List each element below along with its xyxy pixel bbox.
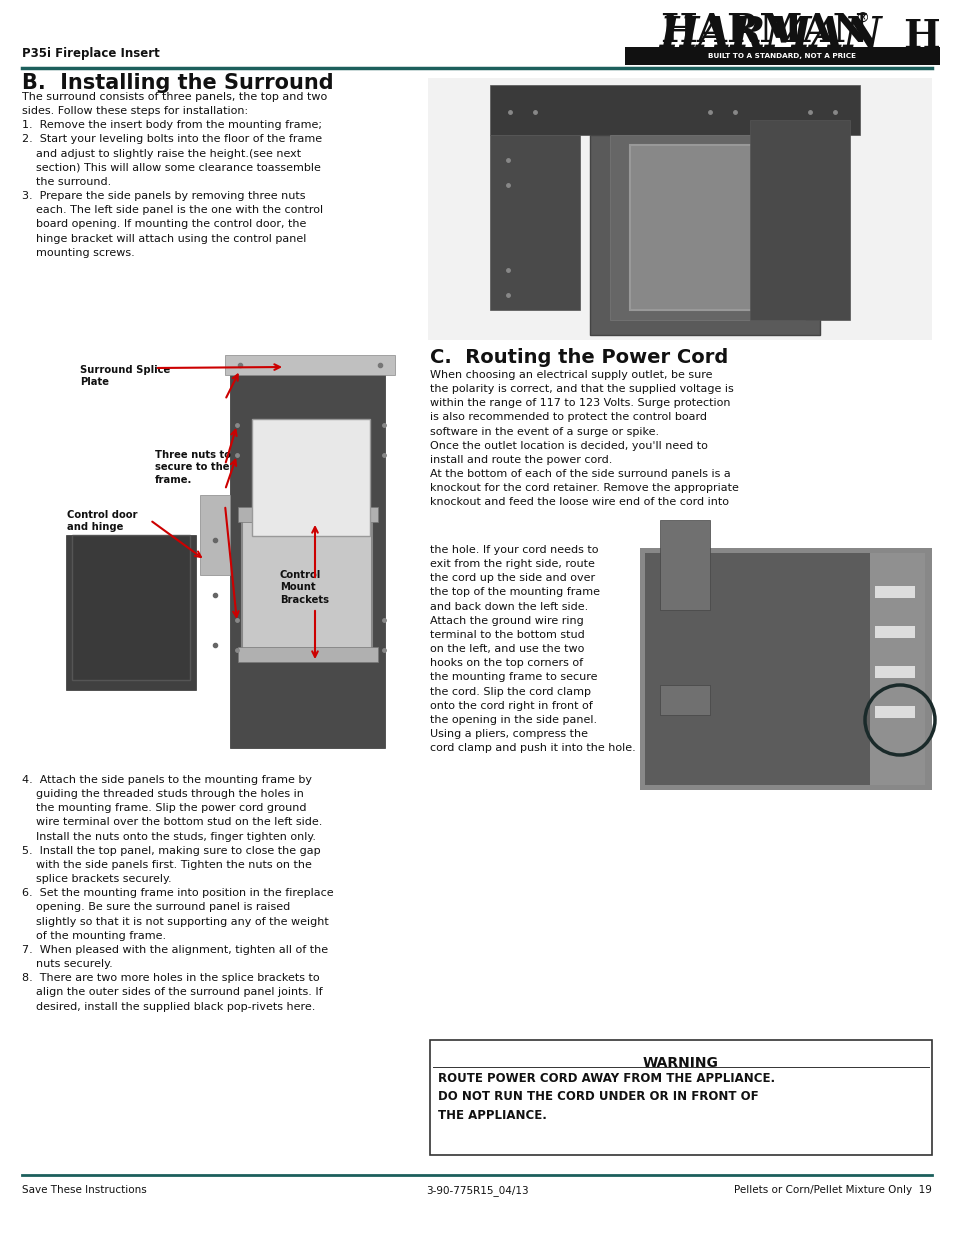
Text: HARMAN: HARMAN (659, 12, 867, 49)
Text: 4.  Attach the side panels to the mounting frame by
    guiding the threaded stu: 4. Attach the side panels to the mountin… (22, 776, 334, 1011)
Bar (609, 135, 804, 320)
Text: Control
Mount
Brackets: Control Mount Brackets (280, 571, 329, 605)
Text: C.  Routing the Power Cord: C. Routing the Power Cord (430, 348, 727, 367)
Bar (225, 354, 395, 375)
Bar (874, 585, 914, 598)
Text: H: H (902, 19, 939, 56)
Bar (237, 647, 377, 662)
Text: ROUTE POWER CORD AWAY FROM THE APPLIANCE.
DO NOT RUN THE CORD UNDER OR IN FRONT : ROUTE POWER CORD AWAY FROM THE APPLIANCE… (437, 1072, 774, 1123)
Bar (428, 78, 931, 340)
Bar (869, 553, 924, 785)
Bar (629, 144, 784, 310)
Text: B.  Installing the Surround: B. Installing the Surround (22, 73, 334, 93)
Bar (230, 358, 385, 748)
Bar (749, 120, 849, 320)
Bar (874, 666, 914, 678)
Bar (71, 535, 190, 680)
Bar (659, 520, 709, 610)
Bar (644, 553, 876, 785)
Text: When choosing an electrical supply outlet, be sure
the polarity is correct, and : When choosing an electrical supply outle… (430, 370, 739, 508)
Text: Three nuts to
secure to the
frame.: Three nuts to secure to the frame. (154, 450, 231, 485)
Text: 3-90-775R15_04/13: 3-90-775R15_04/13 (425, 1186, 528, 1195)
Text: BUILT TO A STANDARD, NOT A PRICE: BUILT TO A STANDARD, NOT A PRICE (707, 53, 855, 59)
Text: Control door
and hinge: Control door and hinge (67, 510, 137, 532)
Text: The surround consists of three panels, the top and two
sides. Follow these steps: The surround consists of three panels, t… (22, 91, 327, 258)
Bar (430, 1040, 931, 1155)
Bar (252, 419, 370, 536)
Text: the hole. If your cord needs to
exit from the right side, route
the cord up the : the hole. If your cord needs to exit fro… (430, 545, 635, 753)
Bar (624, 47, 939, 65)
Bar (66, 535, 195, 690)
Bar (242, 515, 372, 659)
Text: ®: ® (854, 12, 868, 26)
Bar (874, 706, 914, 718)
Text: P35i Fireplace Insert: P35i Fireplace Insert (22, 47, 159, 61)
Bar (237, 508, 377, 522)
Text: Save These Instructions: Save These Instructions (22, 1186, 147, 1195)
Text: Surround Splice
Plate: Surround Splice Plate (80, 366, 170, 388)
Text: WARNING: WARNING (642, 1056, 719, 1070)
Text: HARMAN: HARMAN (659, 14, 882, 56)
Bar (490, 135, 579, 310)
Bar (589, 135, 820, 335)
Bar (874, 626, 914, 638)
Text: Pellets or Corn/Pellet Mixture Only  19: Pellets or Corn/Pellet Mixture Only 19 (734, 1186, 931, 1195)
Bar (639, 548, 931, 790)
Bar (490, 85, 859, 135)
Bar (200, 495, 230, 576)
Bar (659, 685, 709, 715)
